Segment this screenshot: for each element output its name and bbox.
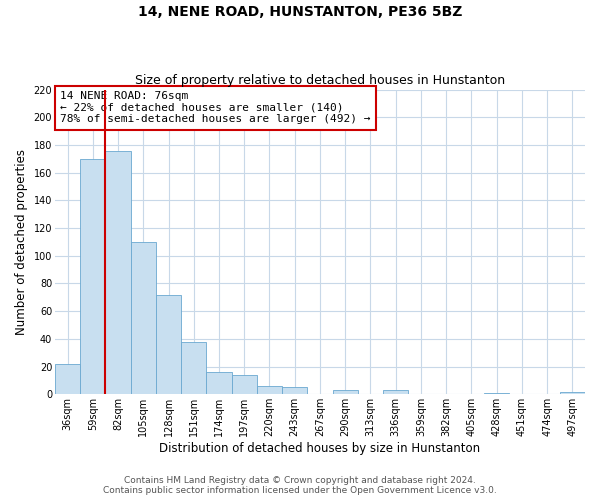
Bar <box>282 388 307 394</box>
Text: Contains HM Land Registry data © Crown copyright and database right 2024.
Contai: Contains HM Land Registry data © Crown c… <box>103 476 497 495</box>
Title: Size of property relative to detached houses in Hunstanton: Size of property relative to detached ho… <box>135 74 505 87</box>
Bar <box>55 364 80 394</box>
Bar <box>156 294 181 394</box>
Text: 14, NENE ROAD, HUNSTANTON, PE36 5BZ: 14, NENE ROAD, HUNSTANTON, PE36 5BZ <box>138 5 462 19</box>
Bar <box>106 150 131 394</box>
Bar <box>181 342 206 394</box>
Y-axis label: Number of detached properties: Number of detached properties <box>15 149 28 335</box>
Bar <box>257 386 282 394</box>
Bar <box>332 390 358 394</box>
Bar <box>80 159 106 394</box>
Bar <box>383 390 409 394</box>
Bar <box>484 393 509 394</box>
Bar <box>206 372 232 394</box>
X-axis label: Distribution of detached houses by size in Hunstanton: Distribution of detached houses by size … <box>160 442 481 455</box>
Bar <box>232 375 257 394</box>
Bar <box>131 242 156 394</box>
Text: 14 NENE ROAD: 76sqm
← 22% of detached houses are smaller (140)
78% of semi-detac: 14 NENE ROAD: 76sqm ← 22% of detached ho… <box>60 91 371 124</box>
Bar <box>560 392 585 394</box>
